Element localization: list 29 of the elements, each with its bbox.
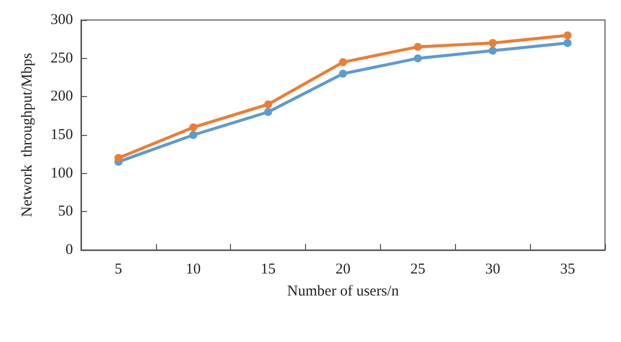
point [414,54,422,62]
y-tick-label: 200 [50,88,73,105]
point [339,58,347,66]
point [264,108,272,116]
x-axis-title: Number of users/n [287,284,400,300]
y-tick-label: 0 [66,242,73,258]
point [339,70,347,78]
point [414,42,422,51]
y-tick-label: 300 [50,12,73,28]
x-tick-label: 35 [560,262,576,278]
x-tick-label: 10 [186,262,201,278]
x-tick-label: 5 [114,262,122,278]
y-tick-label: 100 [50,165,73,182]
x-tick-label: 15 [260,262,276,278]
y-tick-label: 250 [50,50,73,66]
x-tick-label: 30 [485,262,500,278]
point [564,39,572,47]
y-tick-label: 150 [50,127,73,143]
x-tick-label: 25 [410,262,426,278]
x-tick-label: 20 [336,262,350,278]
point [488,46,497,55]
point [114,154,122,162]
y-tick-label: 50 [58,204,73,220]
y-axis-title: Network throughput/Mbps [20,52,36,218]
point [189,131,198,139]
point [488,39,497,47]
point [264,100,272,108]
point [564,31,572,40]
point [189,123,198,132]
